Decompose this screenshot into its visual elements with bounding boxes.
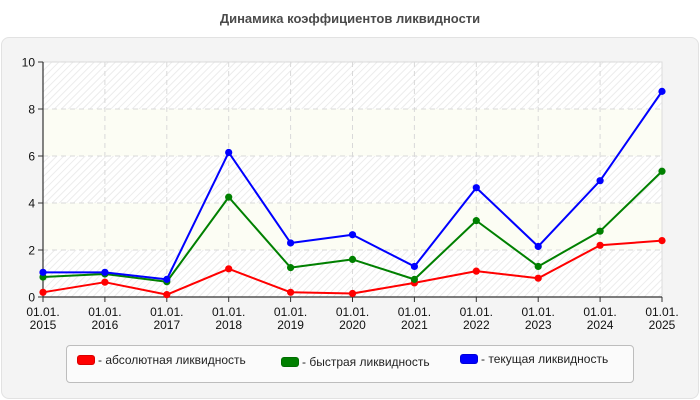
data-point <box>101 278 109 286</box>
data-point <box>39 268 47 276</box>
data-point <box>163 291 171 299</box>
x-tick-label: 01.01. <box>398 305 431 319</box>
gridlines <box>43 61 662 297</box>
x-tick-label: 01.01. <box>460 305 493 319</box>
legend: - абсолютная ликвидность - быстрая ликви… <box>66 345 634 383</box>
data-point <box>472 217 480 225</box>
y-tick-label: 10 <box>22 56 36 70</box>
data-point <box>596 177 604 185</box>
y-tick-label: 8 <box>28 103 35 117</box>
data-point <box>658 237 666 245</box>
x-tick-label: 2025 <box>649 318 676 332</box>
axes: 024681001.01.201501.01.201601.01.201701.… <box>22 56 679 333</box>
x-tick-label: 2019 <box>277 318 304 332</box>
data-point <box>410 275 418 283</box>
data-point <box>39 288 47 296</box>
data-series <box>39 87 666 299</box>
x-tick-label: 2024 <box>587 318 614 332</box>
x-tick-label: 2022 <box>463 318 490 332</box>
legend-label: - абсолютная ликвидность <box>98 353 246 367</box>
data-point <box>287 288 295 296</box>
y-tick-label: 0 <box>28 291 35 305</box>
data-point <box>472 184 480 192</box>
data-point <box>534 274 542 282</box>
data-point <box>225 193 233 201</box>
legend-item-absolute: - абсолютная ликвидность <box>77 353 246 367</box>
data-point <box>225 148 233 157</box>
legend-label: - быстрая ликвидность <box>302 355 430 369</box>
current-liquidity-series <box>39 87 666 283</box>
quick-liquidity-series <box>39 167 666 286</box>
data-point <box>101 268 109 276</box>
green-swatch-icon <box>281 357 299 367</box>
data-point <box>348 289 357 298</box>
data-point <box>596 241 604 249</box>
data-point <box>287 264 295 272</box>
x-tick-label: 2017 <box>153 318 180 332</box>
data-point <box>225 265 233 273</box>
data-point <box>410 262 418 271</box>
legend-item-quick: - быстрая ликвидность <box>281 355 430 369</box>
y-tick-label: 6 <box>28 150 35 164</box>
red-swatch-icon <box>77 355 95 365</box>
blue-swatch-icon <box>460 354 478 364</box>
y-tick-label: 2 <box>28 244 35 258</box>
x-tick-label: 2015 <box>30 318 57 332</box>
legend-label: - текущая ликвидность <box>481 352 609 366</box>
x-tick-label: 01.01. <box>583 305 616 319</box>
data-point <box>348 255 357 263</box>
y-tick-label: 4 <box>28 197 35 211</box>
data-point <box>658 167 666 175</box>
x-tick-label: 2016 <box>92 318 119 332</box>
x-tick-label: 2018 <box>215 318 242 332</box>
x-tick-label: 2020 <box>339 318 366 332</box>
x-tick-label: 2021 <box>401 318 428 332</box>
data-point <box>163 275 171 283</box>
absolute-liquidity-series <box>39 237 666 299</box>
x-tick-label: 01.01. <box>88 305 121 319</box>
x-tick-label: 01.01. <box>212 305 245 319</box>
data-point <box>287 239 295 247</box>
x-tick-label: 2023 <box>525 318 552 332</box>
data-point <box>472 267 480 275</box>
x-tick-label: 01.01. <box>26 305 59 319</box>
data-point <box>534 262 542 271</box>
x-tick-label: 01.01. <box>274 305 307 319</box>
data-point <box>596 227 604 235</box>
x-tick-label: 01.01. <box>150 305 183 319</box>
x-tick-label: 01.01. <box>522 305 555 319</box>
x-tick-label: 01.01. <box>336 305 369 319</box>
data-point <box>348 231 357 239</box>
x-tick-label: 01.01. <box>645 305 678 319</box>
data-point <box>534 242 542 251</box>
data-point <box>658 87 666 95</box>
legend-item-current: - текущая ликвидность <box>460 352 608 366</box>
chart-title: Динамика коэффициентов ликвидности <box>219 11 481 26</box>
